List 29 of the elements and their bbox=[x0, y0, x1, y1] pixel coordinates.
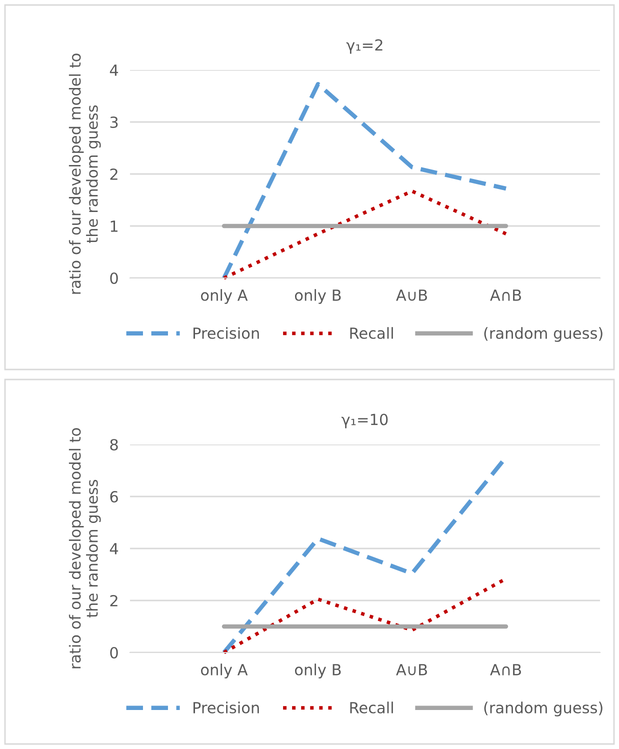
y-tick-label: 0 bbox=[110, 272, 118, 284]
y-tick-label: 0 bbox=[110, 646, 118, 659]
x-tick-label: A∩B bbox=[490, 664, 521, 676]
y-tick-label: 4 bbox=[110, 543, 118, 554]
x-tick-label: A∪B bbox=[396, 290, 427, 301]
x-tick-label: A∪B bbox=[396, 664, 427, 676]
y-axis-title: ratio of our developed model to the random guess bbox=[68, 428, 101, 668]
x-tick-label: only A bbox=[201, 289, 248, 304]
legend-label: Recall bbox=[350, 327, 393, 339]
y-tick-label: 3 bbox=[110, 116, 118, 128]
legend-label: Precision bbox=[194, 327, 259, 339]
y-tick-label: 2 bbox=[110, 168, 118, 180]
legend-label: Recall bbox=[350, 702, 393, 714]
y-tick-label: 1 bbox=[110, 220, 118, 232]
legend-label: Precision bbox=[194, 702, 259, 714]
y-axis-title: ratio of our developed model to the random guess bbox=[68, 54, 101, 294]
chart-title: γ₁=2 bbox=[346, 39, 382, 54]
x-tick-label: only B bbox=[295, 664, 341, 678]
legend-label: (random guess) bbox=[484, 327, 602, 342]
x-tick-label: A∩B bbox=[490, 290, 521, 301]
x-tick-label: only A bbox=[201, 664, 248, 678]
y-tick-label: 2 bbox=[110, 594, 118, 606]
line-series bbox=[222, 82, 508, 280]
legend-label: (random guess) bbox=[484, 702, 602, 716]
y-tick-label: 8 bbox=[110, 438, 118, 451]
x-tick-label: only B bbox=[295, 289, 341, 304]
y-tick-label: 4 bbox=[110, 64, 118, 76]
y-tick-label: 6 bbox=[110, 490, 118, 503]
chart-title: γ₁=10 bbox=[342, 414, 388, 428]
